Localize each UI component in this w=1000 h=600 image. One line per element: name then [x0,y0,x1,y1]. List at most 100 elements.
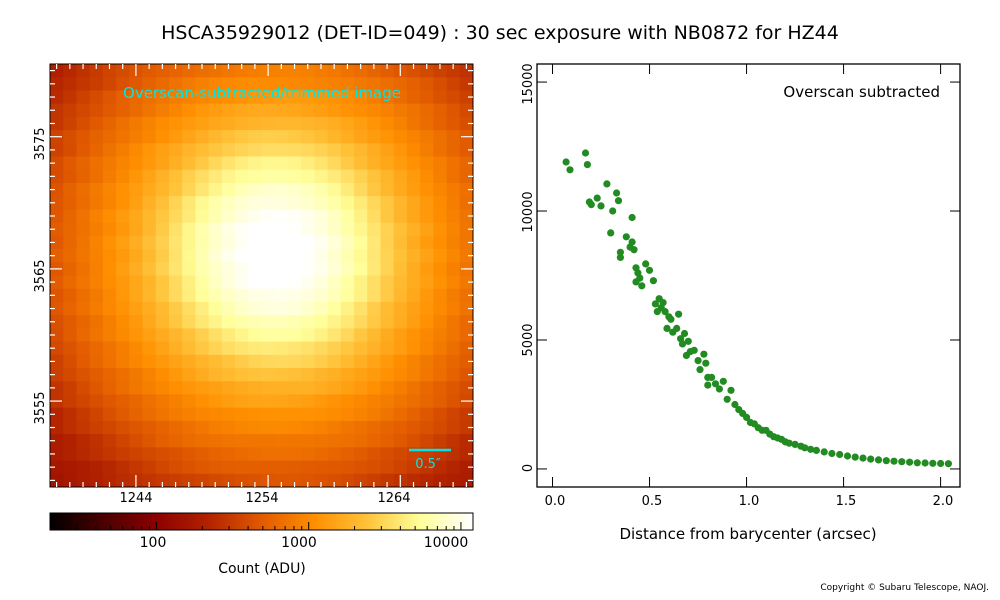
heatmap-cell [195,368,210,382]
heatmap-cell [380,130,395,144]
heatmap-cell [327,249,342,263]
heatmap-cell [314,103,328,118]
heatmap-cell [50,460,64,475]
heatmap-cell [63,169,77,184]
heatmap-cell [446,209,461,224]
heatmap-cell [116,328,130,342]
heatmap-cell [63,209,77,224]
heatmap-cell [287,407,302,422]
heatmap-cell [433,77,447,91]
heatmap-cell [182,368,196,382]
heatmap-cell [76,143,91,157]
heatmap-cell [102,368,117,382]
heatmap-cell [433,249,447,263]
heatmap-cell [129,103,143,118]
heatmap-cell [446,143,461,157]
heatmap-cell [354,169,368,184]
heatmap-cell [248,249,262,263]
heatmap-cell [380,288,395,303]
scatter-point [603,180,611,188]
heatmap-cell [182,64,196,78]
heatmap-cell [89,116,104,131]
heatmap-cell [420,209,434,224]
heatmap-x-tick-label: 1244 [119,491,152,506]
heatmap-cell [354,196,368,210]
heatmap-cell [116,407,130,422]
heatmap-cell [261,420,276,435]
heatmap-cell [301,341,315,356]
heatmap-cell [116,262,130,276]
heatmap-cell [393,103,408,118]
heatmap-cell [380,301,395,316]
heatmap-cell [155,288,170,303]
heatmap-cell [406,77,421,91]
heatmap-cell [248,156,262,171]
heatmap-cell [50,77,64,91]
heatmap-cell [89,77,104,91]
heatmap-cell [406,407,421,422]
heatmap-cell [248,182,262,197]
heatmap-cell [102,130,117,144]
heatmap-cell [182,235,196,250]
heatmap-cell [314,262,328,276]
heatmap-cell [195,156,210,171]
heatmap-cell [314,182,328,197]
heatmap-cell [155,77,170,91]
heatmap-cell [433,434,447,448]
heatmap-cell [63,341,77,356]
heatmap-cell [208,196,223,210]
heatmap-cell [459,64,474,78]
heatmap-cell [155,196,170,210]
heatmap-cell [314,143,328,157]
heatmap-cell [433,116,447,131]
scatter-point [566,166,574,174]
heatmap-cell [433,407,447,422]
heatmap-cell [274,328,289,342]
heatmap-cell [327,394,342,409]
heatmap-cell [235,64,249,78]
heatmap-cell [354,420,368,435]
heatmap-cell [89,473,104,488]
heatmap-cell [261,328,276,342]
heatmap-cell [287,288,302,303]
heatmap-cell [63,407,77,422]
heatmap-cell [168,328,183,342]
heatmap-cell [102,288,117,303]
scatter-point [921,459,929,467]
heatmap-cell [327,169,342,184]
heatmap-cell [221,143,236,157]
heatmap-cell [433,275,447,290]
heatmap-cell [63,460,77,475]
heatmap-cell [63,315,77,329]
heatmap-cell [274,249,289,263]
heatmap-cell [195,420,210,435]
heatmap-cell [446,116,461,131]
heatmap-pixels [50,64,474,488]
heatmap-cell [261,196,276,210]
heatmap-cell [327,64,342,78]
heatmap-cell [102,341,117,356]
heatmap-cell [142,328,157,342]
scatter-point [843,452,852,460]
heatmap-cell [248,116,262,131]
scatter-point [874,456,883,464]
heatmap-cell [182,407,196,422]
heatmap-cell [63,249,77,263]
heatmap-cell [340,275,355,290]
heatmap-cell [340,103,355,118]
scatter-ticks [537,64,960,487]
heatmap-cell [340,368,355,382]
heatmap-cell [221,288,236,303]
heatmap-cell [327,275,342,290]
heatmap-cell [221,209,236,224]
heatmap-cell [76,473,91,488]
heatmap-cell [301,64,315,78]
heatmap-cell [367,460,381,475]
heatmap-cell [182,473,196,488]
heatmap-cell [63,368,77,382]
heatmap-cell [314,196,328,210]
heatmap-cell [406,64,421,78]
heatmap-cell [116,182,130,197]
heatmap-cell [274,143,289,157]
heatmap-cell [406,301,421,316]
